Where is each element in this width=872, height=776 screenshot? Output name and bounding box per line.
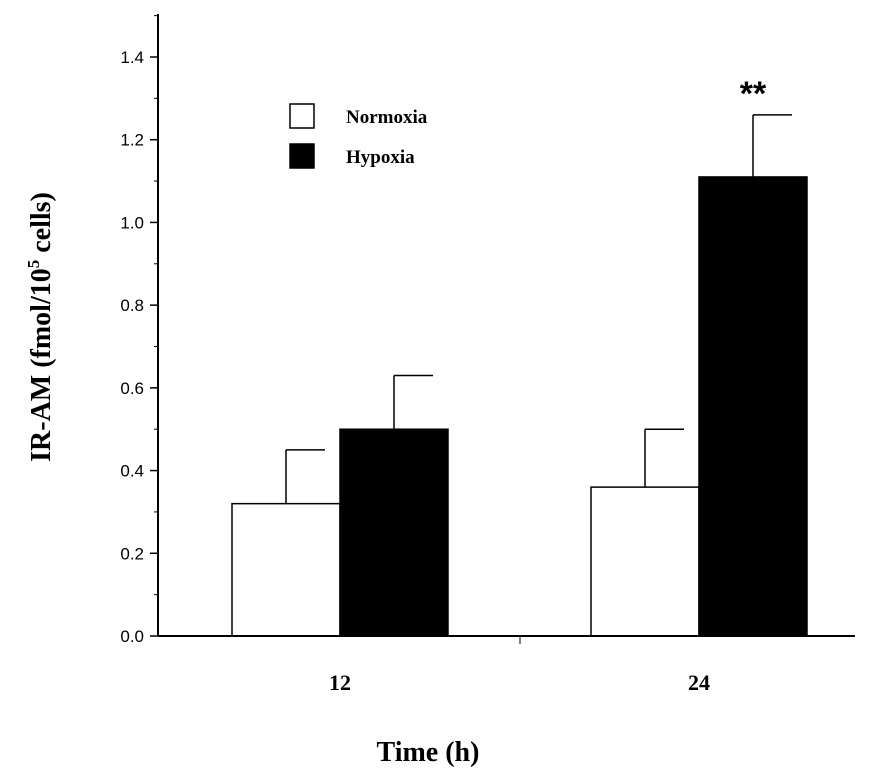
y-tick-label: 0.2 [120, 544, 144, 563]
y-axis-title-superscript: 5 [24, 260, 43, 269]
y-tick-label: 0.0 [120, 627, 144, 646]
y-tick-label: 1.4 [120, 48, 144, 67]
x-axis-title: Time (h) [377, 737, 480, 768]
x-axis-category-labels: 12 24 [329, 670, 710, 695]
legend-swatch-hypoxia [289, 143, 315, 169]
y-axis-ticks: 0.0 0.2 0.4 0.6 0.8 1.0 1.2 1.4 [120, 15, 158, 646]
y-axis-title: IR-AM (fmol/105 cells) [24, 192, 57, 462]
significance-annotation: ** [740, 75, 767, 113]
bar-hypoxia-12 [339, 428, 449, 637]
legend-label-hypoxia: Hypoxia [346, 147, 415, 168]
axes [157, 14, 855, 644]
y-tick-label: 1.0 [120, 213, 144, 232]
legend-label-normoxia: Normoxia [346, 107, 428, 128]
bars [231, 114, 808, 637]
annotations: ** [740, 75, 767, 113]
bar-normoxia-12 [231, 502, 341, 637]
y-tick-label: 0.8 [120, 296, 144, 315]
legend: Normoxia Hypoxia [289, 103, 428, 169]
y-tick-label: 0.6 [120, 379, 144, 398]
bar-normoxia-24 [590, 486, 700, 637]
y-tick-label: 1.2 [120, 131, 144, 150]
y-tick-label: 0.4 [120, 462, 144, 481]
bar-hypoxia-24 [698, 176, 808, 637]
x-category-label: 12 [329, 670, 351, 695]
y-axis-title-end: cells) [26, 192, 57, 260]
y-axis-title-text: IR-AM (fmol/10 [26, 268, 57, 462]
x-category-label: 24 [688, 670, 710, 695]
legend-swatch-normoxia [289, 103, 315, 129]
